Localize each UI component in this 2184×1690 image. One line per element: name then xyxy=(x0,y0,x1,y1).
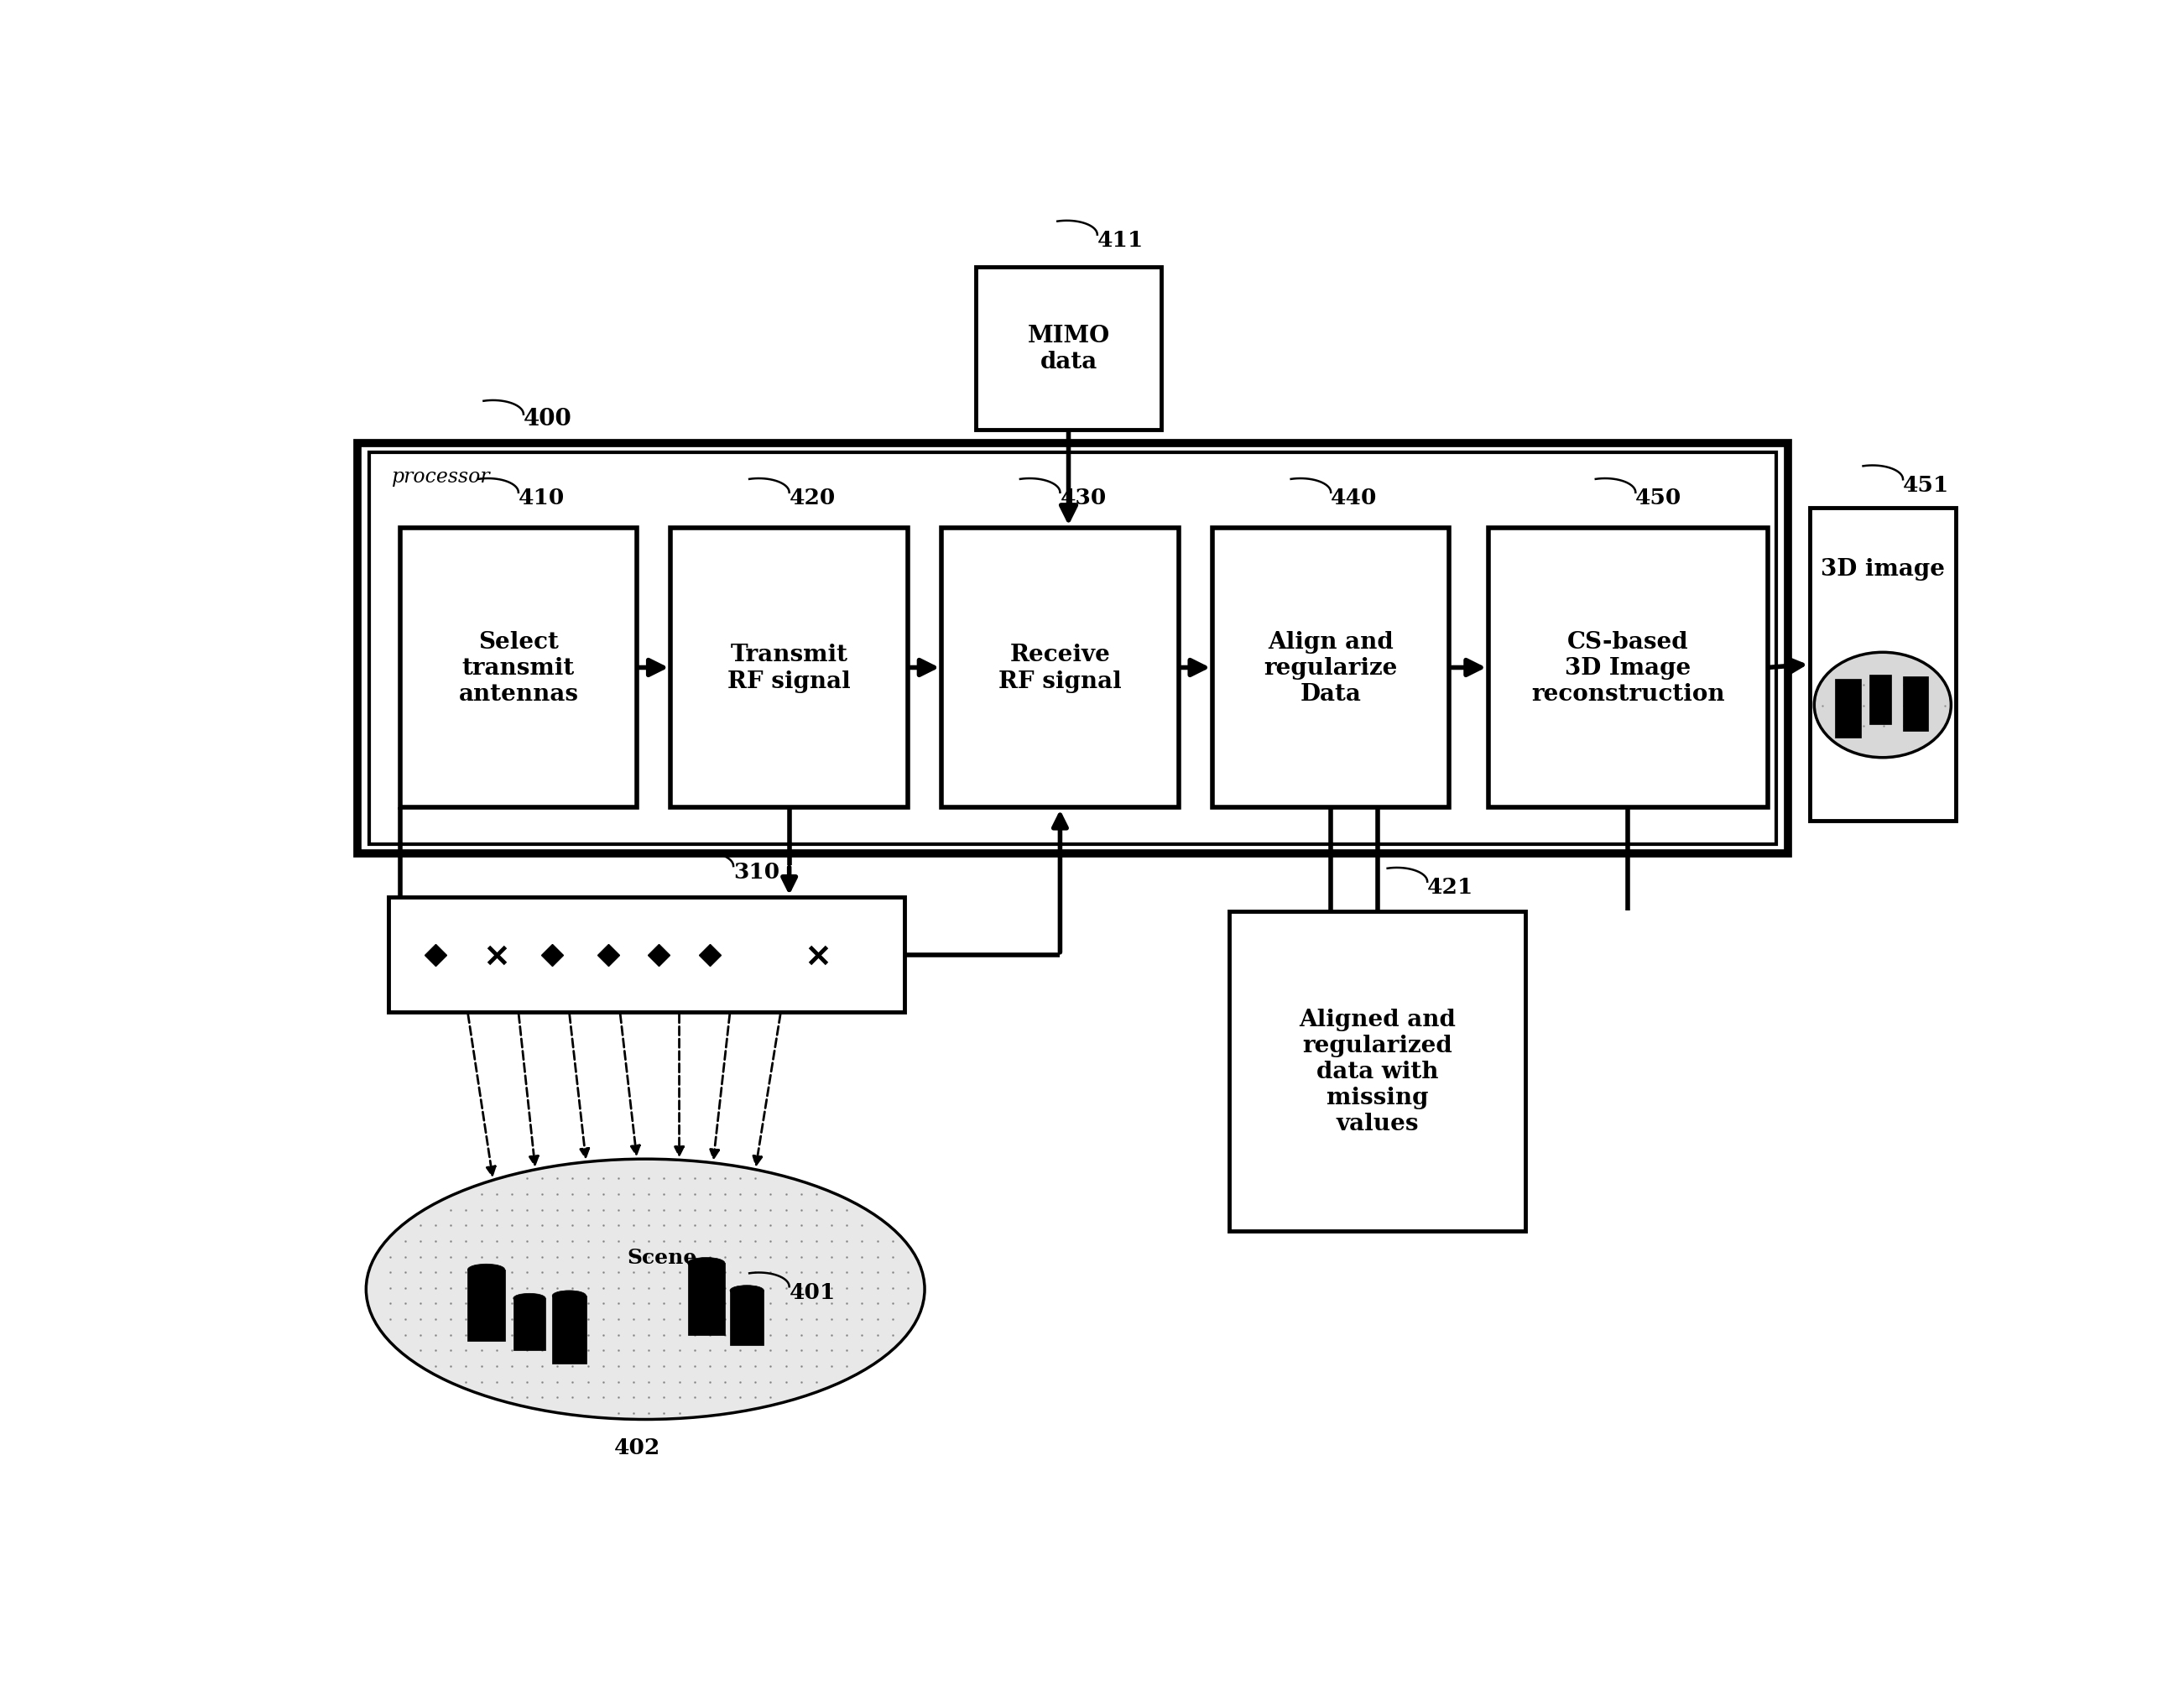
Text: Scene: Scene xyxy=(627,1247,697,1268)
Text: 410: 410 xyxy=(518,488,566,509)
Ellipse shape xyxy=(367,1159,924,1420)
Bar xyxy=(1212,527,1450,808)
Bar xyxy=(389,897,904,1012)
Ellipse shape xyxy=(467,1264,505,1276)
Text: 310: 310 xyxy=(734,862,780,882)
Bar xyxy=(1835,679,1861,739)
Text: Select
transmit
antennas: Select transmit antennas xyxy=(459,630,579,705)
Bar xyxy=(1230,913,1527,1230)
Bar xyxy=(688,1264,725,1335)
Bar xyxy=(400,527,638,808)
Text: 420: 420 xyxy=(788,488,836,509)
Circle shape xyxy=(1815,652,1950,757)
Text: 411: 411 xyxy=(1096,230,1144,250)
Text: 450: 450 xyxy=(1636,488,1682,509)
Bar xyxy=(976,267,1162,431)
Bar xyxy=(553,1296,585,1364)
Bar xyxy=(369,453,1776,845)
Text: CS-based
3D Image
reconstruction: CS-based 3D Image reconstruction xyxy=(1531,630,1725,705)
Bar xyxy=(358,443,1789,853)
Text: 451: 451 xyxy=(1902,475,1950,495)
Text: Aligned and
regularized
data with
missing
values: Aligned and regularized data with missin… xyxy=(1299,1007,1457,1136)
Text: 440: 440 xyxy=(1330,488,1378,509)
Bar xyxy=(1870,676,1891,725)
Bar xyxy=(467,1269,505,1342)
Bar xyxy=(670,527,909,808)
Bar xyxy=(729,1291,764,1345)
Ellipse shape xyxy=(729,1286,764,1296)
Ellipse shape xyxy=(688,1257,725,1269)
Bar xyxy=(1487,527,1767,808)
Bar xyxy=(1811,509,1955,821)
Text: MIMO
data: MIMO data xyxy=(1026,324,1109,373)
Text: Receive
RF signal: Receive RF signal xyxy=(998,644,1123,693)
Text: 400: 400 xyxy=(524,407,572,431)
Ellipse shape xyxy=(513,1293,546,1303)
Text: Transmit
RF signal: Transmit RF signal xyxy=(727,644,852,693)
Text: 430: 430 xyxy=(1059,488,1107,509)
Bar xyxy=(941,527,1179,808)
Bar xyxy=(513,1298,546,1350)
Text: 3D image: 3D image xyxy=(1821,558,1944,581)
Text: 402: 402 xyxy=(614,1436,660,1457)
Text: processor: processor xyxy=(391,466,489,487)
Ellipse shape xyxy=(553,1291,585,1301)
Text: 421: 421 xyxy=(1428,877,1474,897)
Text: Align and
regularize
Data: Align and regularize Data xyxy=(1265,630,1398,705)
Text: 401: 401 xyxy=(788,1281,836,1303)
Bar xyxy=(1902,676,1928,732)
